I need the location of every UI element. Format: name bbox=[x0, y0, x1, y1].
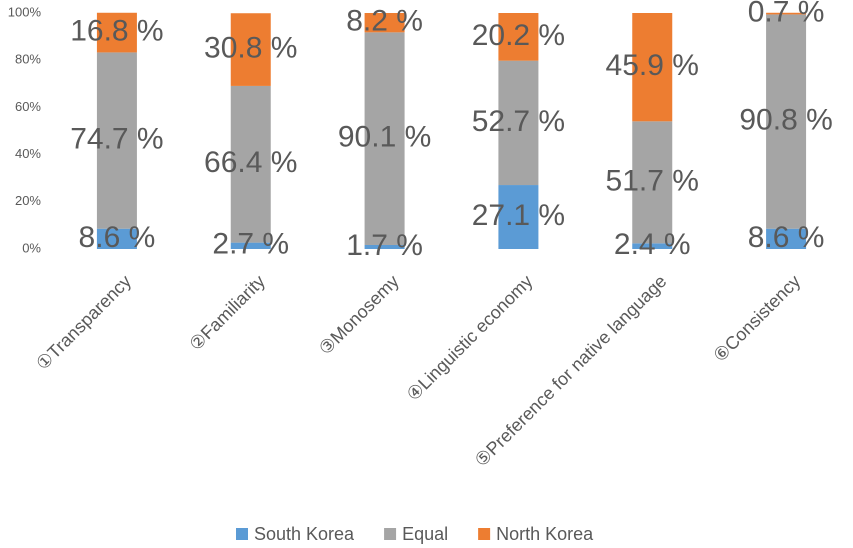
bar-segment bbox=[632, 13, 673, 122]
y-tick-label: 60% bbox=[15, 99, 41, 114]
bar-segment bbox=[498, 185, 539, 249]
bar-segment bbox=[96, 12, 137, 53]
y-tick-label: 20% bbox=[15, 193, 41, 208]
bar-segment bbox=[766, 12, 807, 15]
data-label: 90.8 % bbox=[739, 103, 832, 136]
legend-swatch bbox=[236, 528, 248, 540]
y-tick-label: 0% bbox=[22, 240, 41, 255]
x-tick-label: ④Linguistic economy bbox=[403, 271, 537, 405]
data-label: 66.4 % bbox=[204, 146, 297, 179]
bar-segment bbox=[766, 14, 807, 229]
y-tick-label: 40% bbox=[15, 146, 41, 161]
bar-segment bbox=[230, 242, 271, 249]
legend-label: Equal bbox=[402, 524, 448, 544]
bar-segment bbox=[364, 32, 405, 245]
data-label: 16.8 % bbox=[70, 15, 163, 48]
bar-segment bbox=[632, 121, 673, 244]
data-label: 2.4 % bbox=[614, 228, 691, 261]
data-label: 51.7 % bbox=[606, 164, 699, 197]
bar-segment bbox=[766, 228, 807, 249]
legend-swatch bbox=[384, 528, 397, 540]
data-label: 90.1 % bbox=[338, 121, 431, 154]
data-label: 45.9 % bbox=[606, 49, 699, 82]
legend-label: North Korea bbox=[496, 524, 594, 544]
data-label: 52.7 % bbox=[472, 105, 565, 138]
data-label: 27.1 % bbox=[472, 199, 565, 232]
bar-segment bbox=[364, 13, 405, 33]
data-label: 2.7 % bbox=[212, 228, 289, 261]
bar-segment bbox=[96, 52, 137, 229]
legend-swatch bbox=[478, 528, 491, 540]
bar-segment bbox=[230, 85, 271, 243]
bar-segment bbox=[632, 243, 673, 249]
data-label: 8.6 % bbox=[748, 221, 825, 254]
data-label: 1.7 % bbox=[346, 229, 423, 262]
data-label: 74.7 % bbox=[70, 122, 163, 155]
bar-segment bbox=[498, 60, 539, 186]
data-label: 30.8 % bbox=[204, 32, 297, 65]
data-label: 0.7 % bbox=[748, 0, 825, 29]
x-tick-label: ②Familiarity bbox=[185, 271, 269, 355]
y-tick-label: 100% bbox=[8, 4, 42, 19]
bar-segment bbox=[230, 13, 271, 86]
bar-segment bbox=[96, 228, 137, 249]
data-label: 20.2 % bbox=[472, 19, 565, 52]
data-label: 8.6 % bbox=[79, 221, 156, 254]
x-tick-label: ③Monosemy bbox=[315, 271, 403, 359]
y-tick-label: 80% bbox=[15, 52, 41, 67]
legend-label: South Korea bbox=[254, 524, 355, 544]
bar-segment bbox=[364, 244, 405, 249]
data-label: 8.2 % bbox=[346, 5, 423, 38]
x-tick-label: ①Transparency bbox=[32, 271, 135, 374]
x-tick-label: ⑥Consistency bbox=[709, 271, 804, 366]
bar-segment bbox=[498, 13, 539, 61]
